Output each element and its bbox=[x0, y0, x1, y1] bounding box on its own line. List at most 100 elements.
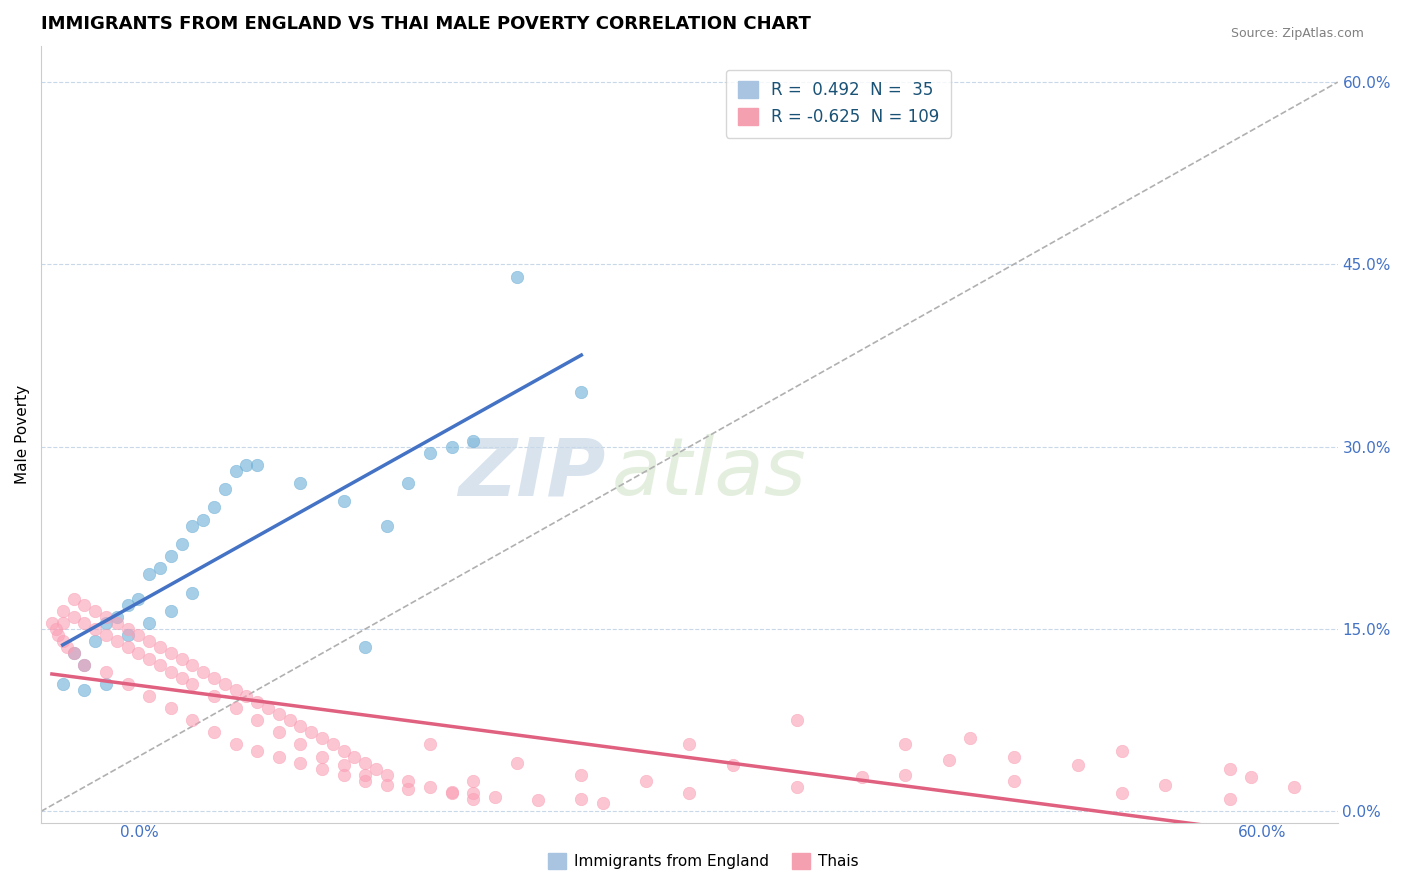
Point bbox=[419, 780, 441, 794]
Point bbox=[149, 640, 172, 655]
Point bbox=[105, 610, 128, 624]
Point bbox=[1111, 786, 1133, 800]
Point bbox=[105, 615, 128, 630]
Point bbox=[73, 682, 96, 697]
Point bbox=[246, 713, 269, 727]
Point bbox=[375, 778, 398, 792]
Point bbox=[440, 786, 463, 800]
Point bbox=[290, 756, 312, 770]
Point bbox=[484, 789, 506, 804]
Point bbox=[267, 749, 290, 764]
Point bbox=[354, 756, 377, 770]
Point bbox=[117, 598, 139, 612]
Point bbox=[332, 768, 354, 782]
Point bbox=[1067, 758, 1090, 772]
Point bbox=[138, 567, 160, 582]
Point bbox=[170, 537, 193, 551]
Point bbox=[311, 762, 333, 776]
Point bbox=[94, 628, 117, 642]
Point bbox=[235, 689, 257, 703]
Point bbox=[1219, 792, 1241, 806]
Point bbox=[354, 768, 377, 782]
Point bbox=[73, 615, 96, 630]
Point bbox=[527, 793, 550, 807]
Point bbox=[267, 707, 290, 722]
Point bbox=[440, 440, 463, 454]
Point bbox=[419, 738, 441, 752]
Point bbox=[62, 646, 84, 660]
Point bbox=[41, 615, 63, 630]
Legend: Immigrants from England, Thais: Immigrants from England, Thais bbox=[541, 847, 865, 875]
Point bbox=[159, 646, 181, 660]
Point bbox=[149, 658, 172, 673]
Point bbox=[127, 591, 149, 606]
Point bbox=[463, 786, 485, 800]
Point bbox=[149, 561, 172, 575]
Text: 60.0%: 60.0% bbox=[1239, 825, 1286, 840]
Point bbox=[332, 743, 354, 757]
Legend: R =  0.492  N =  35, R = -0.625  N = 109: R = 0.492 N = 35, R = -0.625 N = 109 bbox=[725, 70, 950, 137]
Point bbox=[354, 640, 377, 655]
Point bbox=[569, 792, 592, 806]
Point bbox=[959, 731, 981, 746]
Point bbox=[52, 676, 75, 690]
Point bbox=[170, 652, 193, 666]
Point bbox=[299, 725, 322, 739]
Point bbox=[463, 773, 485, 788]
Point bbox=[117, 676, 139, 690]
Point bbox=[290, 738, 312, 752]
Text: 0.0%: 0.0% bbox=[120, 825, 159, 840]
Point bbox=[721, 758, 744, 772]
Text: IMMIGRANTS FROM ENGLAND VS THAI MALE POVERTY CORRELATION CHART: IMMIGRANTS FROM ENGLAND VS THAI MALE POV… bbox=[41, 15, 811, 33]
Point bbox=[159, 549, 181, 563]
Point bbox=[246, 458, 269, 472]
Point bbox=[94, 615, 117, 630]
Text: ZIP: ZIP bbox=[458, 434, 605, 513]
Point bbox=[62, 610, 84, 624]
Point bbox=[1002, 773, 1025, 788]
Point bbox=[894, 738, 917, 752]
Point bbox=[127, 628, 149, 642]
Point bbox=[267, 725, 290, 739]
Point bbox=[1153, 778, 1175, 792]
Point bbox=[73, 598, 96, 612]
Point bbox=[364, 762, 387, 776]
Point bbox=[332, 758, 354, 772]
Point bbox=[505, 269, 527, 284]
Point bbox=[569, 768, 592, 782]
Text: Source: ZipAtlas.com: Source: ZipAtlas.com bbox=[1230, 27, 1364, 40]
Point bbox=[225, 682, 247, 697]
Y-axis label: Male Poverty: Male Poverty bbox=[15, 385, 30, 484]
Point bbox=[214, 483, 236, 497]
Point bbox=[62, 591, 84, 606]
Point bbox=[636, 773, 658, 788]
Point bbox=[332, 494, 354, 508]
Point bbox=[290, 476, 312, 491]
Point bbox=[1284, 780, 1306, 794]
Point bbox=[52, 634, 75, 648]
Point bbox=[181, 518, 204, 533]
Point bbox=[894, 768, 917, 782]
Point bbox=[202, 725, 225, 739]
Point bbox=[440, 785, 463, 799]
Point bbox=[48, 628, 70, 642]
Point bbox=[73, 658, 96, 673]
Point bbox=[235, 458, 257, 472]
Point bbox=[225, 701, 247, 715]
Point bbox=[569, 385, 592, 400]
Point bbox=[138, 689, 160, 703]
Point bbox=[84, 622, 107, 636]
Point bbox=[117, 628, 139, 642]
Point bbox=[505, 756, 527, 770]
Point bbox=[181, 713, 204, 727]
Point bbox=[159, 665, 181, 679]
Point bbox=[463, 434, 485, 448]
Point bbox=[105, 634, 128, 648]
Point bbox=[94, 665, 117, 679]
Point bbox=[1240, 770, 1263, 784]
Point bbox=[138, 652, 160, 666]
Point bbox=[94, 610, 117, 624]
Point bbox=[84, 634, 107, 648]
Point bbox=[84, 604, 107, 618]
Point bbox=[202, 500, 225, 515]
